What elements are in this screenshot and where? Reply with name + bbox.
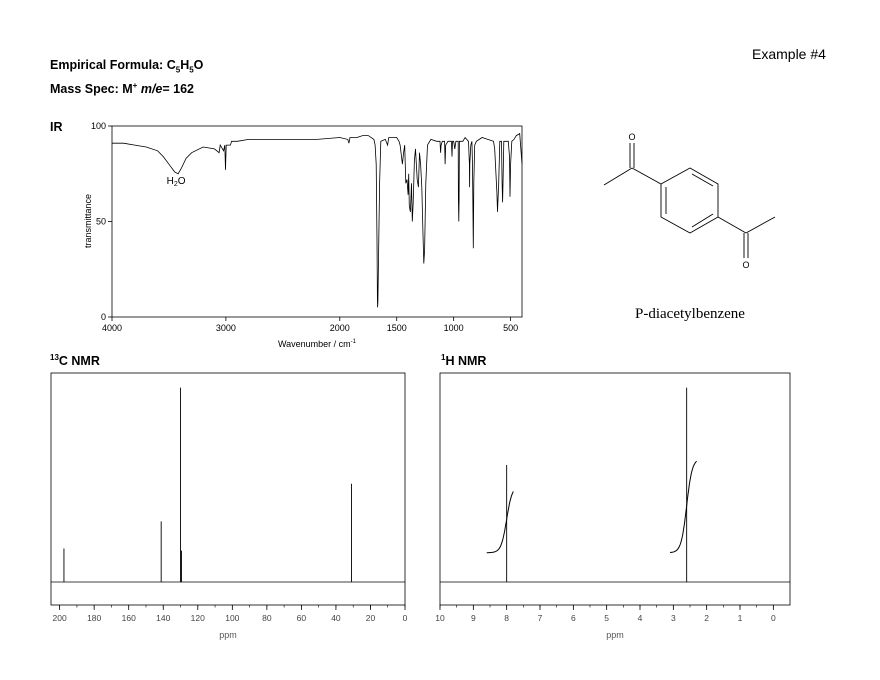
- c-nmr-x-tick-label: 120: [191, 613, 205, 623]
- h-nmr-x-tick-label: 10: [435, 613, 445, 623]
- ir-xlabel-sup: -1: [351, 339, 357, 345]
- mass-spec-me: m/e: [140, 82, 163, 97]
- ir-water-annotation: H2O: [167, 176, 186, 188]
- mass-spec: Mass Spec: M+ m/e= 162: [50, 81, 194, 96]
- formula-c-sub: 5: [175, 65, 181, 75]
- ir-x-tick-label: 1500: [387, 323, 407, 333]
- c-nmr-title: 13C NMR: [50, 353, 100, 368]
- h-nmr-title-sup: 1: [441, 353, 446, 362]
- ir-x-tick-label: 3000: [216, 323, 236, 333]
- formula-label: Empirical Formula:: [50, 58, 167, 72]
- mass-spec-value: = 162: [162, 82, 195, 97]
- bond-methyl-top: [603, 167, 633, 186]
- ir-title: IR: [50, 120, 63, 134]
- bond-ring-carbonyl-bottom: [717, 216, 747, 234]
- c-nmr-title-sup: 13: [50, 353, 59, 362]
- c-nmr-x-tick-label: 60: [297, 613, 307, 623]
- ir-annot-o: O: [178, 176, 186, 187]
- h-nmr-integral-curve: [669, 460, 698, 553]
- h-nmr-x-tick-label: 9: [471, 613, 476, 623]
- ir-annot-sub: 2: [174, 181, 178, 188]
- ir-x-tick-label: 1000: [444, 323, 464, 333]
- h-nmr-x-tick-label: 3: [671, 613, 676, 623]
- mass-spec-sup: +: [132, 81, 138, 90]
- ir-x-tick-label: 4000: [102, 323, 122, 333]
- c-nmr-title-text: C NMR: [58, 354, 100, 369]
- c-nmr-xlabel: ppm: [219, 630, 237, 640]
- c-nmr-x-tick-label: 20: [366, 613, 376, 623]
- ir-xlabel-text: Wavenumber / cm: [278, 339, 351, 349]
- ir-x-ticks: 4000 3000 2000 1500 1000 500: [102, 317, 518, 333]
- c-nmr-peaks: [63, 387, 352, 582]
- c-nmr-x-ticks: 200 180 160 140 120 100 80 60 40 20 0: [53, 605, 408, 623]
- bond-methyl-bottom: [745, 216, 776, 234]
- empirical-formula: Empirical Formula: C5H5O: [50, 58, 203, 75]
- formula-c: C: [166, 58, 176, 72]
- h-nmr-spectrum: 10 9 8 7 6 5 4 3 2 1 0 ppm: [435, 372, 791, 640]
- c-nmr-frame: [50, 372, 406, 606]
- benzene-ring: [660, 167, 719, 234]
- compound-name: P-diacetylbenzene: [635, 306, 745, 322]
- h-nmr-integrals: [486, 460, 698, 554]
- c-nmr-x-tick-label: 40: [331, 613, 341, 623]
- example-label: Example #4: [752, 46, 826, 62]
- h-nmr-title-text: H NMR: [445, 354, 487, 369]
- formula-o: O: [193, 58, 204, 72]
- ir-ylabel: transmittance: [83, 194, 93, 248]
- h-nmr-x-tick-label: 5: [604, 613, 609, 623]
- bond-ring-carbonyl-top: [631, 167, 662, 185]
- ir-frame: [111, 125, 523, 318]
- ir-spectrum: 4000 3000 2000 1500 1000 500 0 50 100 H2O Waven…: [83, 121, 523, 349]
- h-nmr-x-ticks: 10 9 8 7 6 5 4 3 2 1 0: [435, 605, 776, 623]
- h-nmr-x-tick-label: 2: [704, 613, 709, 623]
- ir-annot-h: H: [167, 176, 174, 187]
- h-nmr-x-tick-label: 6: [571, 613, 576, 623]
- c-nmr-spectrum: 200 180 160 140 120 100 80 60 40 20 0 ppm: [50, 372, 408, 640]
- c-nmr-x-tick-label: 140: [156, 613, 170, 623]
- oxygen-top: O: [628, 132, 635, 142]
- ir-x-tick-label: 2000: [330, 323, 350, 333]
- ring-inner-bond-2: [691, 213, 714, 228]
- ir-y-tick-label: 50: [96, 217, 106, 227]
- c-nmr-x-tick-label: 200: [53, 613, 67, 623]
- h-nmr-x-tick-label: 8: [504, 613, 509, 623]
- diacetylbenzene-structure: [603, 143, 776, 258]
- ir-y-tick-label: 0: [101, 312, 106, 322]
- ring-inner-bond-1: [691, 173, 714, 187]
- c-nmr-x-tick-label: 0: [403, 613, 408, 623]
- oxygen-bottom: O: [742, 260, 749, 270]
- c-nmr-x-tick-label: 100: [225, 613, 239, 623]
- mass-spec-label: Mass Spec: M: [50, 82, 133, 97]
- ir-y-tick-label: 100: [91, 121, 106, 131]
- h-nmr-x-tick-label: 7: [538, 613, 543, 623]
- formula-h: H: [180, 58, 190, 72]
- h-nmr-peaks: [506, 387, 688, 582]
- h-nmr-xlabel: ppm: [606, 630, 624, 640]
- h-nmr-title: 1H NMR: [441, 353, 486, 368]
- ir-series-line: [112, 132, 523, 308]
- h-nmr-frame: [439, 372, 791, 606]
- ir-x-tick-label: 500: [503, 323, 518, 333]
- h-nmr-x-tick-label: 1: [738, 613, 743, 623]
- c-nmr-x-tick-label: 180: [87, 613, 101, 623]
- c-nmr-x-tick-label: 80: [262, 613, 272, 623]
- c-nmr-x-tick-label: 160: [122, 613, 136, 623]
- h-nmr-x-tick-label: 0: [771, 613, 776, 623]
- h-nmr-integral-curve: [486, 491, 514, 554]
- ir-xlabel: Wavenumber / cm-1: [278, 339, 357, 349]
- ir-y-ticks: 0 50 100: [91, 121, 112, 322]
- formula-h-sub: 5: [189, 65, 194, 75]
- h-nmr-x-tick-label: 4: [638, 613, 643, 623]
